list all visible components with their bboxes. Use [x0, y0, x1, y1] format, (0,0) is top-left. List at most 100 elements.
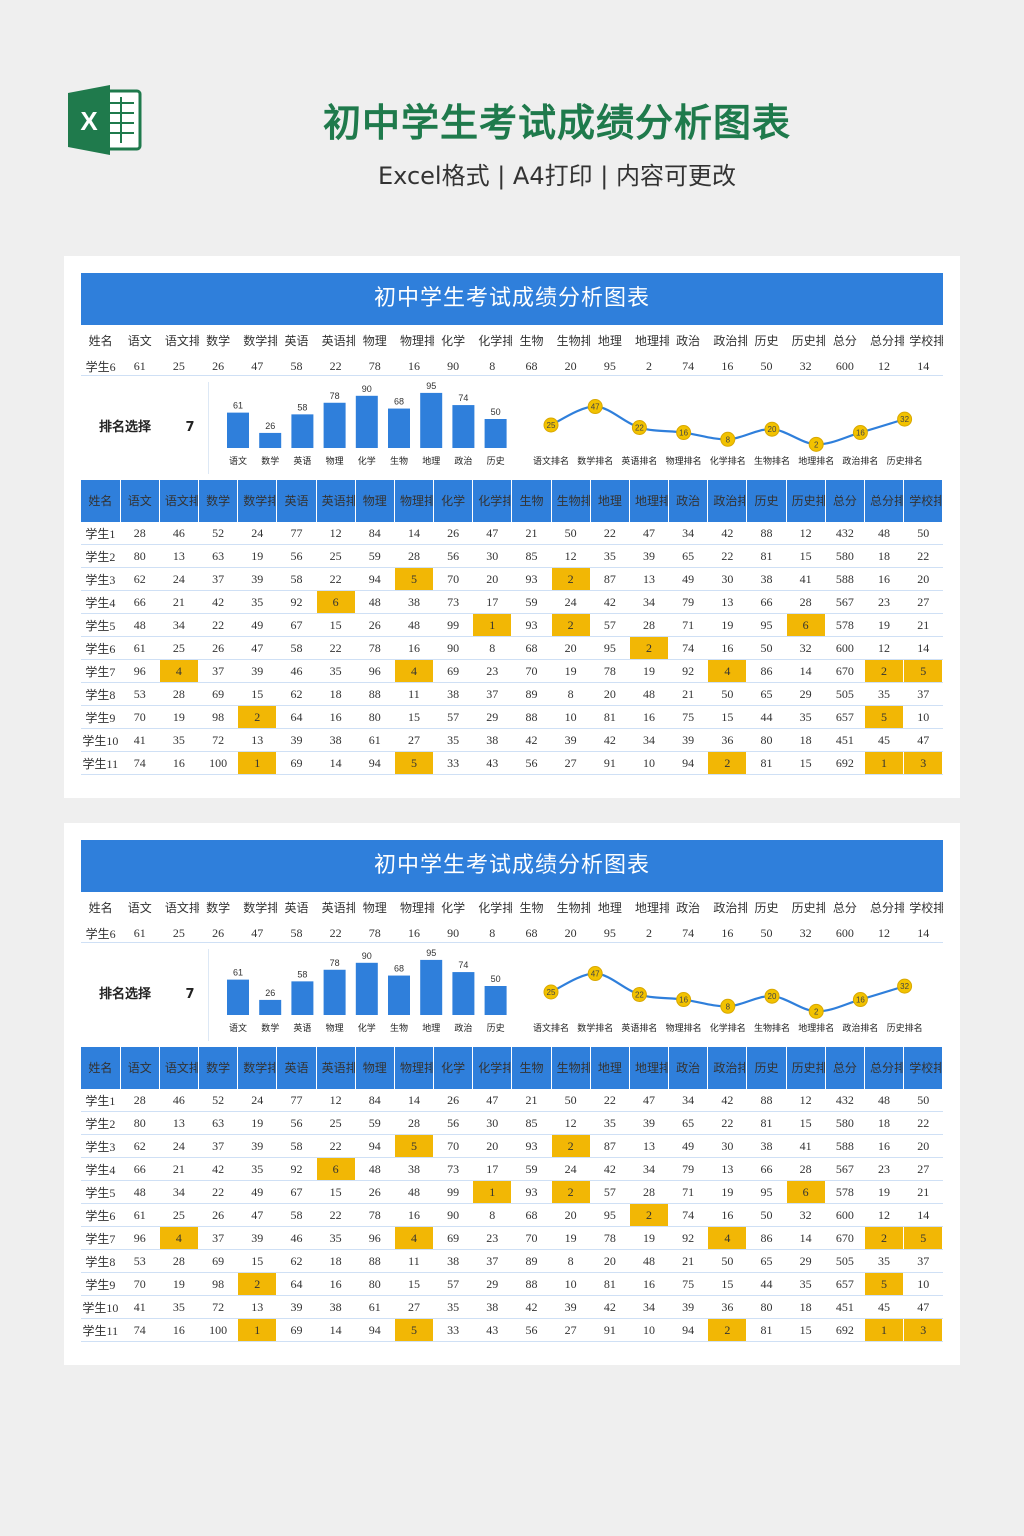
- table-cell: 14: [316, 751, 356, 775]
- selected-cell: 14: [903, 924, 943, 943]
- table-cell: 48: [864, 1089, 905, 1112]
- header-label: 生物排名: [556, 901, 591, 915]
- rank-point-label: 25: [547, 988, 556, 997]
- rank-point-6: [808, 436, 824, 452]
- bar-value-label: 74: [458, 393, 468, 403]
- table-cell: 66: [120, 1157, 160, 1181]
- table-cell: 学生3: [81, 567, 121, 591]
- line-category-label: 英语排名: [621, 1022, 657, 1034]
- table-cell: 93: [511, 567, 552, 591]
- line-category-label: 地理排名: [798, 455, 834, 467]
- table-cell: 19: [551, 1226, 591, 1250]
- table-cell: 34: [629, 590, 670, 614]
- sheet-content: 初中学生考试成绩分析图表姓名语文语文排名数学数学排名英语英语排名物理物理排名化学…: [81, 273, 944, 775]
- header-label: 总分排名: [870, 901, 904, 915]
- table-cell: 41: [786, 1134, 826, 1158]
- selected-cell: 68: [511, 357, 552, 376]
- table-cell: 38: [433, 1249, 474, 1273]
- table-cell: 2: [551, 567, 591, 591]
- rank-point-8: [897, 411, 913, 427]
- table-cell: 29: [472, 705, 513, 729]
- table-cell: 20: [903, 567, 944, 591]
- selected-cell: 12: [864, 924, 904, 943]
- table-cell: 505: [825, 682, 865, 706]
- table-cell: 65: [746, 682, 787, 706]
- table-cell: 44: [746, 705, 787, 729]
- header-cell: 政治排名: [708, 892, 747, 924]
- table-cell: 14: [786, 1226, 826, 1250]
- table-cell: 27: [551, 1318, 591, 1342]
- table-cell: 38: [472, 1295, 513, 1319]
- table-cell: 52: [198, 522, 239, 545]
- scores-header-cell: 政治排名: [707, 1047, 748, 1089]
- table-cell: 26: [355, 1180, 395, 1204]
- table-cell: 38: [394, 1157, 435, 1181]
- table-row: 学生10 41 35 72 13 39 38 61 27 35 38 42 39 42 34 39 36 80 18…: [81, 728, 944, 752]
- selected-cell: 58: [276, 357, 317, 376]
- table-cell: 27: [394, 1295, 435, 1319]
- selected-cell: 600: [825, 357, 865, 376]
- table-cell: 2: [551, 1134, 591, 1158]
- table-cell: 62: [120, 567, 160, 591]
- selected-cell: 74: [668, 357, 708, 376]
- table-cell: 70: [511, 659, 552, 683]
- table-cell: 74: [668, 1203, 709, 1227]
- table-cell: 19: [159, 1272, 200, 1296]
- bar-category-label: 英语: [293, 1022, 311, 1034]
- header-label: 历史排名: [791, 334, 826, 348]
- charts-svg: 61 语文 26 数学 58 英语 78 物理 90 化学 68 生物 95 地理 74 政治 50 历史 25 语文…: [227, 381, 923, 467]
- selected-cell: 50: [746, 924, 787, 943]
- line-category-label: 化学排名: [710, 1022, 746, 1034]
- rank-point-7: [852, 425, 868, 441]
- table-cell: 80: [355, 1272, 395, 1296]
- table-cell: 28: [159, 1249, 200, 1273]
- rank-point-label: 47: [591, 403, 600, 412]
- header-cell: 生物: [512, 892, 551, 924]
- table-cell: 50: [551, 522, 591, 545]
- table-cell: 15: [707, 705, 748, 729]
- header-cell: 化学: [434, 892, 473, 924]
- rank-point-5: [764, 421, 780, 437]
- table-cell: 100: [198, 1318, 239, 1342]
- bar-5: [388, 408, 410, 448]
- rank-select-value[interactable]: 7: [185, 987, 195, 1002]
- table-cell: 28: [120, 522, 160, 545]
- table-cell: 22: [903, 544, 944, 568]
- scores-header-row: 姓名语文语文排名数学数学排名英语英语排名物理物理排名化学化学排名生物生物排名地理…: [81, 1047, 944, 1089]
- selected-cell: 68: [511, 924, 552, 943]
- table-cell: 5: [394, 751, 435, 775]
- table-cell: 80: [120, 544, 160, 568]
- bar-value-label: 78: [330, 391, 340, 401]
- table-cell: 20: [551, 1203, 591, 1227]
- table-cell: 2: [864, 1226, 905, 1250]
- rank-select-value[interactable]: 7: [185, 420, 195, 435]
- header-label: 语文: [127, 901, 152, 915]
- table-cell: 80: [746, 728, 787, 752]
- table-cell: 96: [355, 659, 395, 683]
- header-cell: 生物: [512, 325, 551, 357]
- header-label: 英语: [284, 901, 309, 915]
- header-label: 语文排名: [164, 334, 199, 348]
- scores-header-label: 历史排名: [791, 493, 825, 508]
- header-cell: 学校排名: [904, 892, 943, 924]
- table-cell: 6: [786, 613, 826, 637]
- scores-header-label: 地理: [597, 1060, 622, 1075]
- scores-header-cell: 生物排名: [551, 480, 591, 522]
- scores-header-cell: 历史: [746, 480, 787, 522]
- table-row: 学生7 96 4 37 39 46 35 96 4 69 23 70 19 78 19 92 4 86 14 670 2…: [81, 659, 944, 683]
- rank-point-label: 2: [814, 1007, 819, 1016]
- header-label: 语文: [127, 334, 152, 348]
- table-cell: 22: [316, 1134, 356, 1158]
- table-cell: 24: [237, 1089, 278, 1112]
- scores-header-cell: 化学排名: [472, 1047, 513, 1089]
- header-cell: 语文排名: [159, 892, 199, 924]
- table-cell: 58: [276, 636, 317, 660]
- header-label: 英语排名: [321, 334, 356, 348]
- rank-point-label: 16: [856, 429, 865, 438]
- table-cell: 22: [316, 636, 356, 660]
- table-cell: 学生1: [81, 1089, 121, 1112]
- table-cell: 451: [825, 1295, 865, 1319]
- table-cell: 8: [472, 636, 513, 660]
- line-chart: 25 语文排名 47 数学排名 22 英语排名 16 物理排名 8 化学排名 20 生物排名 2 地理排名…: [533, 399, 923, 467]
- table-cell: 10: [903, 705, 944, 729]
